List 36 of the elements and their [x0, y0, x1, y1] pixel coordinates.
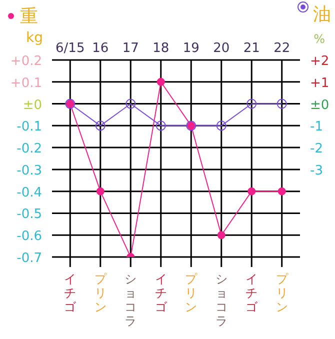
y2-tick-label: -2 — [310, 142, 323, 157]
y-tick-label: +0.2 — [10, 54, 42, 69]
y-tick-label: -0.5 — [16, 207, 42, 222]
y2-tick-label: -1 — [310, 120, 323, 135]
x-tick-label: 17 — [122, 41, 139, 56]
x-tick-label: 22 — [274, 41, 290, 56]
y-axis-title: kg — [26, 30, 43, 46]
x-tick-label: 16 — [92, 41, 109, 56]
y2-axis-title: % — [314, 32, 325, 46]
x-tick-label: 6/15 — [56, 41, 85, 56]
x-tick-label: 19 — [182, 41, 200, 56]
legend-label: 油 — [313, 3, 331, 26]
annotation: イチゴ — [64, 272, 78, 314]
y-tick-label: -0.7 — [16, 251, 42, 266]
y2-tick-label: +1 — [310, 76, 330, 91]
annotation: プリン — [276, 272, 289, 314]
annotation: ショコラ — [215, 272, 228, 328]
x-tick-label: 20 — [213, 41, 230, 56]
y-tick-label: -0.2 — [16, 142, 42, 157]
y2-tick-label: +2 — [310, 54, 330, 69]
x-tick-label: 18 — [152, 41, 170, 56]
annotation: イチゴ — [154, 272, 168, 314]
annotation: ショコラ — [124, 272, 137, 328]
y-tick-label: -0.1 — [16, 120, 42, 135]
legend-label: 重 — [20, 5, 38, 28]
y-tick-label: -0.3 — [16, 163, 42, 178]
y-tick-label: -0.4 — [16, 185, 42, 200]
y-tick-label: -0.6 — [16, 229, 42, 244]
y2-tick-label: ±0 — [310, 98, 330, 113]
x-tick-label: 21 — [243, 41, 260, 56]
annotation: プリン — [94, 272, 108, 314]
y-tick-label: +0.1 — [10, 76, 42, 91]
annotation: イチゴ — [246, 272, 259, 314]
y2-tick-label: -3 — [310, 163, 323, 178]
y-tick-label: ±0 — [22, 98, 42, 113]
annotation: プリン — [185, 272, 198, 314]
